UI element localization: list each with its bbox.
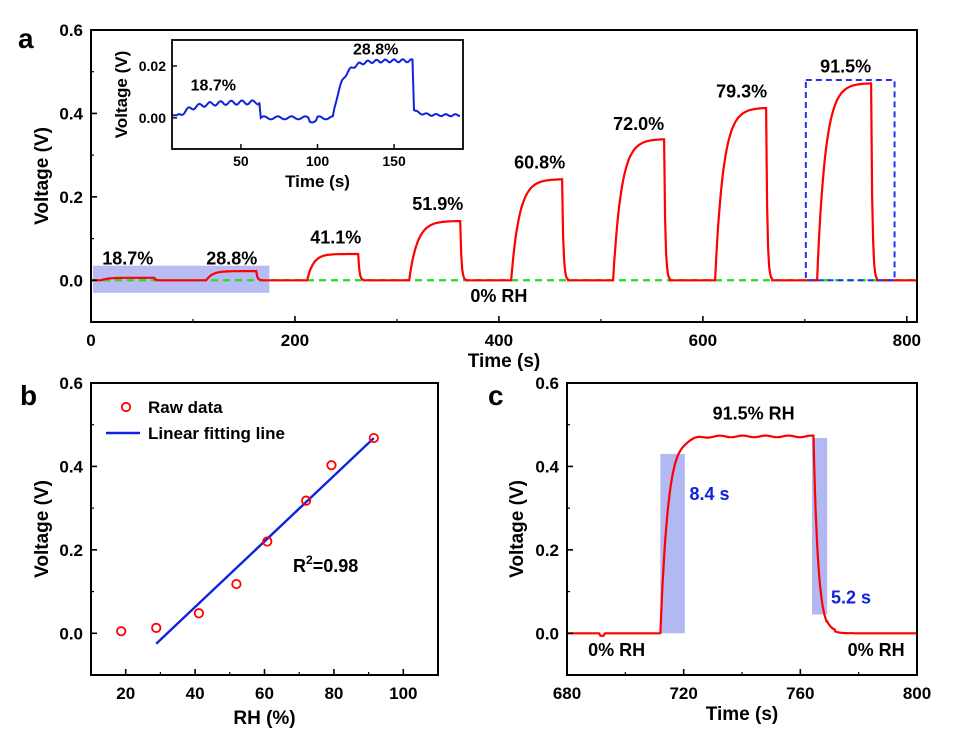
c-ytick-label: 0.6: [535, 374, 559, 393]
b-legend-label: Linear fitting line: [148, 424, 285, 443]
b-xtick-label: 80: [324, 684, 343, 703]
c-xtick-label: 800: [903, 684, 931, 703]
b-r2-superscript: 2: [306, 553, 313, 567]
inset-xtick-label: 100: [306, 153, 330, 169]
b-r-squared-annotation: R2=0.98: [293, 553, 358, 576]
a-pulse-label: 28.8%: [206, 248, 257, 268]
inset-y-axis-title: Voltage (V): [112, 51, 131, 139]
b-ytick-label: 0.4: [59, 457, 83, 476]
c-frame: [566, 382, 918, 676]
c-y-axis-title: Voltage (V): [507, 480, 528, 578]
a-baseline-label: 0% RH: [470, 286, 527, 306]
b-data-point: [193, 608, 205, 619]
b-xtick-label: 100: [389, 684, 417, 703]
b-fit-line: [155, 437, 375, 645]
panel-a: a 18.7% 28.8% 41.1% 51.9% 60.8% 72.0% 79.3% 91.…: [18, 21, 921, 372]
a-x-axis-title: Time (s): [468, 351, 541, 372]
panel-c-letter: c: [488, 380, 504, 411]
inset-ytick-label: 0.00: [139, 110, 166, 126]
b-data-point: [326, 460, 337, 471]
a-pulse-label: 18.7%: [102, 248, 153, 268]
b-ytick-label: 0.2: [59, 541, 83, 560]
panel-b: b 20 40 60 80 100 0.0 0.2 0.4 0.6 RH (%) Voltage (…: [20, 374, 439, 729]
b-xtick-label: 60: [255, 684, 274, 703]
b-x-axis-title: RH (%): [233, 708, 295, 729]
b-ytick-label: 0.0: [59, 624, 83, 643]
a-pulse-label: 60.8%: [514, 152, 565, 172]
c-ytick-label: 0.2: [535, 541, 559, 560]
inset-x-axis-title: Time (s): [285, 172, 350, 191]
b-legend: Raw data Linear fitting line: [106, 398, 285, 443]
c-axes: 680 720 760 800 0.0 0.2 0.4 0.6 Time (s) Voltage …: [507, 374, 931, 725]
inset-ytick-label: 0.02: [139, 58, 166, 74]
a-pulse-label: 72.0%: [613, 114, 664, 134]
c-curve-layer: [567, 434, 917, 637]
a-axes: 0 200 400 600 800 0.0 0.2 0.4 0.6 Time (s) Voltage…: [32, 21, 921, 372]
a-xtick-label: 800: [893, 331, 921, 350]
inset-label: 28.8%: [353, 41, 398, 58]
b-legend-marker: [120, 401, 132, 413]
c-voltage-curve: [567, 434, 917, 637]
a-pulse-label: 41.1%: [310, 228, 361, 248]
b-xtick-label: 40: [186, 684, 205, 703]
a-voltage-curve: [91, 82, 917, 282]
c-fall-time-label: 5.2 s: [831, 587, 871, 607]
a-pulse-labels: 18.7% 28.8% 41.1% 51.9% 60.8% 72.0% 79.3% 91.5%: [102, 57, 871, 269]
a-pulse-label: 51.9%: [412, 194, 463, 214]
c-xtick-label: 720: [669, 684, 697, 703]
a-xtick-label: 200: [281, 331, 309, 350]
inset-xtick-label: 50: [233, 153, 249, 169]
b-points-layer: [116, 432, 379, 637]
c-ytick-label: 0.4: [535, 457, 559, 476]
b-ytick-label: 0.6: [59, 374, 83, 393]
a-pulse-label: 79.3%: [716, 82, 767, 102]
b-data-point: [116, 626, 127, 637]
a-xtick-label: 0: [86, 331, 95, 350]
b-fit-layer: [155, 437, 375, 645]
a-dashed-highlight-box: [804, 79, 896, 282]
b-axes: 20 40 60 80 100 0.0 0.2 0.4 0.6 RH (%) Voltage (V): [32, 374, 439, 729]
b-data-point: [301, 495, 312, 506]
a-xtick-label: 600: [689, 331, 717, 350]
c-label-right: 0% RH: [848, 640, 905, 660]
b-data-point: [368, 432, 379, 444]
a-ytick-label: 0.4: [59, 104, 83, 123]
b-y-axis-title: Voltage (V): [32, 480, 53, 578]
panel-c: c 680 720 760 800 0.0 0.2 0.4 0.6 Time (s) Voltag…: [488, 374, 931, 725]
b-xtick-label: 20: [116, 684, 135, 703]
a-ytick-label: 0.2: [59, 188, 83, 207]
a-curve-layer: [91, 79, 917, 282]
c-band-layer: [660, 438, 828, 634]
b-legend-label: Raw data: [148, 398, 223, 417]
panel-a-letter: a: [18, 23, 34, 54]
a-ytick-label: 0.6: [59, 21, 83, 40]
a-ytick-label: 0.0: [59, 271, 83, 290]
inset-xtick-label: 150: [382, 153, 406, 169]
c-ytick-label: 0.0: [535, 624, 559, 643]
a-inset: 50 100 150 0.00 0.02 Time (s) Voltage (V) 18.7%…: [112, 39, 464, 191]
c-label-left: 0% RH: [588, 640, 645, 660]
b-data-point: [151, 622, 162, 633]
c-label-top: 91.5% RH: [713, 404, 795, 424]
b-data-point: [231, 578, 242, 590]
c-xtick-label: 760: [786, 684, 814, 703]
panel-b-letter: b: [20, 380, 37, 411]
c-x-axis-title: Time (s): [706, 704, 779, 725]
a-xtick-label: 400: [485, 331, 513, 350]
a-y-axis-title: Voltage (V): [32, 127, 53, 225]
c-xtick-label: 680: [553, 684, 581, 703]
b-r2-base: R: [293, 556, 306, 576]
b-data-point: [262, 536, 273, 547]
a-pulse-label: 91.5%: [820, 57, 871, 77]
c-rise-time-label: 8.4 s: [690, 484, 730, 504]
inset-voltage-curve: [172, 58, 461, 124]
a-frame: [90, 29, 918, 323]
inset-label: 18.7%: [191, 78, 236, 95]
b-r2-value: =0.98: [313, 556, 359, 576]
c-labels: 91.5% RH 0% RH 0% RH 8.4 s 5.2 s: [588, 404, 905, 661]
